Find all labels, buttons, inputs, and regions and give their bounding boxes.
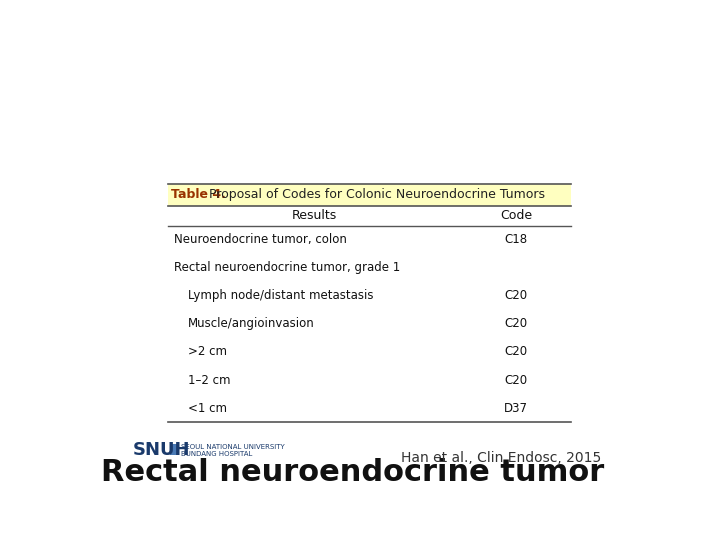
Text: C20: C20	[505, 318, 528, 330]
Text: Han et al., Clin Endosc, 2015: Han et al., Clin Endosc, 2015	[401, 450, 601, 464]
Text: <1 cm: <1 cm	[188, 402, 227, 415]
Text: BUNDANG HOSPITAL: BUNDANG HOSPITAL	[181, 451, 252, 457]
Text: Results: Results	[292, 209, 337, 222]
Text: SNUH: SNUH	[132, 441, 190, 459]
Text: C20: C20	[505, 289, 528, 302]
Text: Code: Code	[500, 209, 532, 222]
Text: Table 4.: Table 4.	[171, 188, 226, 201]
Bar	[170, 444, 178, 455]
Text: >2 cm: >2 cm	[188, 346, 227, 359]
Text: Rectal neuroendocrine tumor: Rectal neuroendocrine tumor	[101, 458, 604, 487]
Text: Muscle/angioinvasion: Muscle/angioinvasion	[188, 318, 315, 330]
Text: 1–2 cm: 1–2 cm	[188, 374, 230, 387]
Text: Lymph node/distant metastasis: Lymph node/distant metastasis	[188, 289, 373, 302]
Text: SEOUL NATIONAL UNIVERSITY: SEOUL NATIONAL UNIVERSITY	[181, 444, 284, 450]
Text: Proposal of Codes for Colonic Neuroendocrine Tumors: Proposal of Codes for Colonic Neuroendoc…	[204, 188, 545, 201]
Text: C20: C20	[505, 346, 528, 359]
Text: Rectal neuroendocrine tumor, grade 1: Rectal neuroendocrine tumor, grade 1	[174, 261, 400, 274]
Text: Neuroendocrine tumor, colon: Neuroendocrine tumor, colon	[174, 233, 346, 246]
Bar	[168, 184, 570, 206]
Text: C18: C18	[505, 233, 528, 246]
Text: C20: C20	[505, 374, 528, 387]
Text: D37: D37	[504, 402, 528, 415]
